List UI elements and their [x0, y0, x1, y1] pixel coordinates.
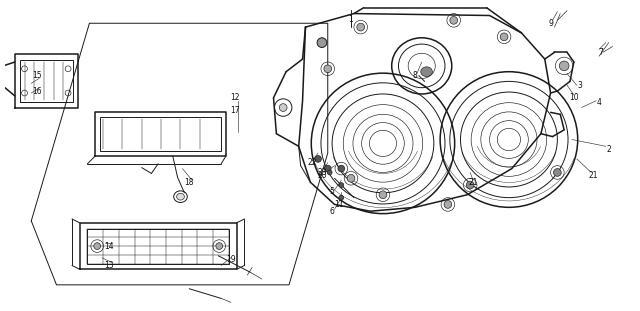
- Ellipse shape: [317, 38, 327, 48]
- Ellipse shape: [500, 33, 508, 41]
- Text: 19: 19: [226, 255, 236, 264]
- Ellipse shape: [315, 156, 321, 162]
- Ellipse shape: [554, 169, 561, 176]
- Ellipse shape: [339, 183, 344, 188]
- Text: 21: 21: [588, 171, 598, 180]
- Text: 2: 2: [606, 145, 611, 154]
- Ellipse shape: [324, 65, 332, 73]
- Text: 8: 8: [413, 71, 417, 80]
- Ellipse shape: [339, 195, 344, 200]
- Text: 15: 15: [32, 71, 42, 80]
- Text: 16: 16: [32, 86, 42, 95]
- Text: 18: 18: [184, 178, 194, 187]
- Ellipse shape: [379, 191, 387, 199]
- Text: 14: 14: [104, 242, 114, 251]
- Bar: [100, 117, 221, 151]
- Ellipse shape: [216, 243, 223, 249]
- Ellipse shape: [324, 165, 331, 172]
- Ellipse shape: [94, 243, 100, 249]
- Text: 17: 17: [230, 106, 239, 115]
- Ellipse shape: [559, 61, 569, 71]
- Ellipse shape: [177, 193, 184, 200]
- Text: 9: 9: [548, 19, 553, 28]
- Text: 3: 3: [577, 81, 582, 90]
- Ellipse shape: [279, 104, 287, 111]
- Ellipse shape: [450, 16, 458, 24]
- Ellipse shape: [338, 165, 345, 172]
- Text: 11: 11: [335, 200, 344, 209]
- Ellipse shape: [327, 170, 332, 175]
- Text: 6: 6: [329, 207, 334, 216]
- Bar: [88, 229, 229, 263]
- Ellipse shape: [444, 201, 452, 208]
- Text: 7: 7: [598, 48, 604, 57]
- Text: 1: 1: [349, 15, 353, 24]
- Ellipse shape: [347, 174, 355, 182]
- Text: 4: 4: [596, 98, 602, 107]
- Ellipse shape: [420, 67, 433, 77]
- Text: 23: 23: [317, 168, 327, 177]
- Text: 12: 12: [230, 93, 239, 102]
- Text: 22: 22: [307, 158, 317, 167]
- Text: 21: 21: [468, 178, 478, 187]
- Text: 5: 5: [329, 187, 334, 196]
- Text: 13: 13: [104, 261, 114, 270]
- Text: 10: 10: [569, 93, 579, 102]
- Text: 20: 20: [317, 171, 327, 180]
- Ellipse shape: [357, 23, 365, 31]
- Ellipse shape: [467, 181, 474, 189]
